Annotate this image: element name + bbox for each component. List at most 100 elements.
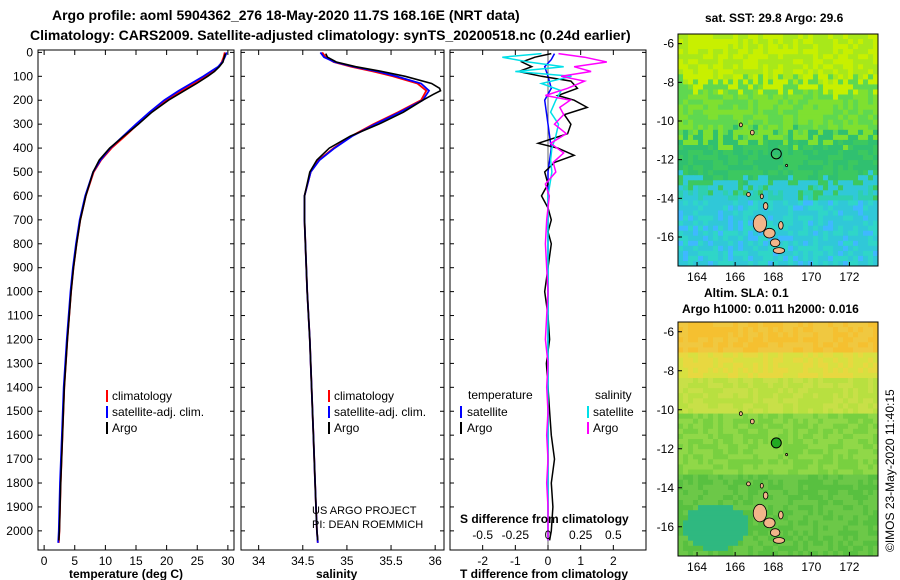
map-cell bbox=[823, 155, 829, 161]
map-cell bbox=[798, 99, 804, 106]
map-cell bbox=[863, 215, 869, 222]
map-cell bbox=[748, 367, 754, 374]
map-cell bbox=[863, 114, 869, 121]
map-cell bbox=[723, 459, 729, 465]
map-cell bbox=[873, 423, 878, 430]
map-cell bbox=[853, 160, 859, 166]
map-cell bbox=[823, 134, 829, 141]
map-cell bbox=[843, 114, 849, 121]
map-cell bbox=[788, 459, 794, 465]
map-cell bbox=[748, 337, 754, 343]
map-cell bbox=[733, 155, 739, 161]
map-cell bbox=[718, 520, 724, 527]
map-cell bbox=[683, 398, 689, 404]
map-cell bbox=[763, 484, 769, 491]
map-cell bbox=[853, 398, 859, 404]
map-cell bbox=[733, 362, 739, 369]
map-cell bbox=[828, 230, 834, 237]
map-cell bbox=[753, 84, 759, 90]
map-cell bbox=[768, 59, 774, 65]
map-cell bbox=[793, 540, 799, 547]
map-cell bbox=[733, 74, 739, 80]
map-cell bbox=[873, 352, 878, 359]
map-cell bbox=[813, 255, 819, 262]
map-cell bbox=[713, 505, 719, 511]
map-cell bbox=[853, 352, 859, 359]
legend-satellite: satellite-adj. clim. bbox=[112, 405, 204, 419]
map-cell bbox=[733, 479, 739, 486]
map-cell bbox=[843, 94, 849, 101]
map-cell bbox=[783, 104, 789, 111]
map-cell bbox=[693, 200, 699, 206]
map-cell bbox=[793, 89, 799, 96]
map-cell bbox=[743, 530, 749, 537]
map-cell bbox=[823, 372, 829, 379]
map-cell bbox=[828, 337, 834, 343]
map-cell bbox=[798, 180, 804, 186]
map-cell bbox=[768, 454, 774, 460]
map-cell bbox=[723, 220, 729, 227]
y-tick-label: 1200 bbox=[6, 332, 33, 346]
map-cell bbox=[718, 175, 724, 181]
map-cell bbox=[748, 54, 754, 60]
map-cell bbox=[868, 139, 874, 146]
map-cell bbox=[818, 34, 824, 40]
map-cell bbox=[743, 240, 749, 247]
map-cell bbox=[728, 525, 734, 532]
map-cell bbox=[718, 474, 724, 481]
map-cell bbox=[773, 489, 779, 496]
map-cell bbox=[708, 155, 714, 161]
map-cell bbox=[803, 145, 809, 151]
map-cell bbox=[768, 403, 774, 410]
map-cell bbox=[813, 489, 819, 496]
map-cell bbox=[738, 160, 744, 166]
map-cell bbox=[678, 474, 684, 481]
map-cell bbox=[758, 89, 764, 96]
map-cell bbox=[783, 124, 789, 131]
map-cell bbox=[768, 261, 774, 266]
map-cell bbox=[733, 44, 739, 50]
map-cell bbox=[718, 408, 724, 415]
map-cell bbox=[688, 235, 694, 242]
map-cell bbox=[723, 261, 729, 266]
map-cell bbox=[773, 225, 779, 232]
map-cell bbox=[738, 464, 744, 471]
map-cell bbox=[813, 423, 819, 430]
map-cell bbox=[863, 484, 869, 491]
map-cell bbox=[808, 383, 814, 389]
map-cell bbox=[708, 150, 714, 156]
map-cell bbox=[833, 413, 839, 420]
map-cell bbox=[843, 520, 849, 527]
map-cell bbox=[828, 49, 834, 55]
map-cell bbox=[728, 423, 734, 430]
map-cell bbox=[763, 39, 769, 45]
map-cell bbox=[833, 550, 839, 556]
map-cell bbox=[778, 454, 784, 460]
map-cell bbox=[868, 510, 874, 516]
map-cell bbox=[833, 44, 839, 50]
map-cell bbox=[688, 367, 694, 374]
map-cell bbox=[873, 403, 878, 410]
map-cell bbox=[798, 433, 804, 440]
map-cell bbox=[688, 170, 694, 176]
map-cell bbox=[828, 383, 834, 389]
map-cell bbox=[793, 398, 799, 404]
map-cell bbox=[748, 109, 754, 116]
map-cell bbox=[733, 418, 739, 425]
map-cell bbox=[733, 240, 739, 247]
map-cell bbox=[688, 469, 694, 476]
map-cell bbox=[828, 398, 834, 404]
map-cell bbox=[868, 449, 874, 455]
map-cell bbox=[793, 230, 799, 237]
map-cell bbox=[798, 84, 804, 90]
map-cell bbox=[808, 535, 814, 542]
map-cell bbox=[688, 94, 694, 101]
map-cell bbox=[818, 398, 824, 404]
map-cell bbox=[773, 505, 779, 511]
map-cell bbox=[838, 322, 844, 328]
map-cell bbox=[768, 393, 774, 399]
map-cell bbox=[678, 150, 684, 156]
map-cell bbox=[703, 145, 709, 151]
map-cell bbox=[788, 469, 794, 476]
x-tick-label: 36 bbox=[428, 554, 442, 568]
